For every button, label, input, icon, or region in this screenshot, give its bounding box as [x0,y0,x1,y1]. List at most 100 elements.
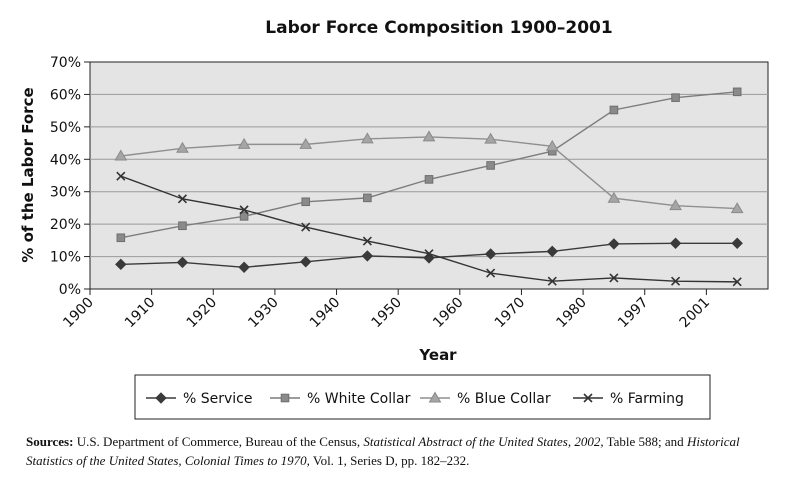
point-farming-2001 [732,277,742,287]
source-title-1: Statistical Abstract of the United State… [363,434,604,449]
labor-force-line-chart: Labor Force Composition 1900–2001 0% 10% 2… [19,18,769,420]
point-farming-1970 [547,276,557,286]
point-farming-1950-stroke-b [424,249,434,259]
y-tick-30: 30% [50,185,81,201]
x-tick-1940: 1940 [307,295,344,332]
chart-title: Labor Force Composition 1900–2001 [265,18,612,38]
point-service-1930 [300,256,312,268]
source-note: Sources: U.S. Department of Commerce, Bu… [26,432,786,470]
series-service [115,237,743,273]
series-farming [116,171,742,287]
point-farming-1920-stroke-b [239,205,249,215]
point-service-1970 [546,245,558,258]
point-farming-1997 [670,276,681,286]
point-white-collar-1920 [239,212,249,221]
x-tick-labels: 1900 1910 1920 1930 1940 1950 1960 1970 1980 1997… [60,289,713,331]
point-farming-1950 [424,249,434,259]
x-tick-1900: 1900 [60,295,97,332]
legend: % Service % White Collar % Blue Collar % Fa… [146,391,684,407]
series-lines [114,87,744,287]
source-text-2: Table 588; and [603,434,687,449]
x-tick-1920: 1920 [184,295,221,332]
point-farming-1910 [177,194,188,204]
point-white-collar-1950 [424,175,434,184]
point-white-collar-1930 [301,197,311,207]
point-service-1940 [361,250,374,262]
point-farming-2001-stroke-b [732,277,742,287]
legend-marker-blue-collar [428,391,442,403]
point-blue-collar-2001 [730,202,744,214]
point-white-collar-2001 [732,87,742,97]
point-farming-1910-stroke-b [177,194,188,204]
x-tick-1970: 1970 [492,295,529,332]
legend-item-white-collar: % White Collar [270,391,411,407]
series-blue-collar [114,130,744,214]
point-service-1980 [608,238,620,250]
legend-item-blue-collar: % Blue Collar [420,391,551,407]
x-tick-1950: 1950 [368,295,405,332]
point-blue-collar-1980 [607,191,621,203]
source-text-3: Vol. 1, Series D, pp. 182–232. [309,453,470,468]
point-white-collar-1940 [363,193,372,203]
y-tick-labels: 0% 10% 20% 30% 40% 50% 60% 70% [50,55,81,298]
y-tick-10: 10% [50,250,81,266]
point-blue-collar-1960 [484,132,498,144]
legend-marker-white-collar [280,393,290,403]
x-tick-1997: 1997 [615,295,652,332]
gridlines [84,61,768,290]
series-white-collar [116,87,742,243]
point-blue-collar-1970 [545,139,559,151]
point-farming-1980 [609,273,619,283]
point-white-collar-1997 [671,93,680,102]
point-service-1900 [115,258,127,271]
point-service-1960 [484,248,497,260]
point-blue-collar-1920 [237,137,251,149]
point-farming-1960-stroke-b [486,268,496,278]
x-axis-label: Year [418,346,457,364]
point-blue-collar-1997 [669,199,682,211]
point-white-collar-1960 [486,161,495,170]
y-tick-0: 0% [59,282,81,298]
point-farming-1930-stroke-b [301,222,311,232]
point-service-1997 [669,237,682,249]
point-farming-1930 [301,222,311,232]
source-title-2: Historical Statistics of the United Stat… [26,434,740,468]
point-farming-1900 [116,171,126,181]
point-blue-collar-1940 [360,132,374,144]
legend-marker-farming-stroke-b [583,393,593,403]
point-blue-collar-1930 [299,137,313,149]
y-tick-40: 40% [50,152,81,168]
x-tick-1910: 1910 [122,295,159,332]
legend-marker-service [155,392,167,404]
legend-label-white-collar: % White Collar [307,391,411,407]
point-blue-collar-1900 [114,149,128,161]
y-tick-70: 70% [50,55,81,71]
point-blue-collar-1910 [176,141,189,153]
point-farming-1980-stroke-b [609,273,619,283]
y-tick-60: 60% [50,87,81,103]
point-white-collar-1980 [609,105,619,115]
legend-item-service: % Service [146,391,253,407]
y-axis-label: % of the Labor Force [19,87,37,262]
legend-item-farming: % Farming [573,391,684,407]
x-tick-2001: 2001 [677,295,714,332]
point-farming-1900-stroke-b [116,171,126,181]
point-farming-1997-stroke-b [670,276,681,286]
source-label: Sources: [26,434,74,449]
point-farming-1920 [239,205,249,215]
x-tick-1960: 1960 [430,295,467,332]
x-tick-1930: 1930 [245,295,282,332]
point-farming-1960 [486,268,496,278]
legend-label-blue-collar: % Blue Collar [457,391,551,407]
legend-box [134,374,711,420]
legend-label-farming: % Farming [610,391,684,407]
y-tick-50: 50% [50,120,81,136]
point-service-2001 [731,237,743,249]
y-tick-20: 20% [50,217,81,233]
point-service-1910 [176,256,189,269]
point-service-1920 [238,261,250,273]
point-farming-1940-stroke-b [362,236,372,246]
source-text-1: U.S. Department of Commerce, Bureau of t… [73,434,364,449]
point-white-collar-1900 [116,233,126,243]
point-farming-1940 [362,236,372,246]
